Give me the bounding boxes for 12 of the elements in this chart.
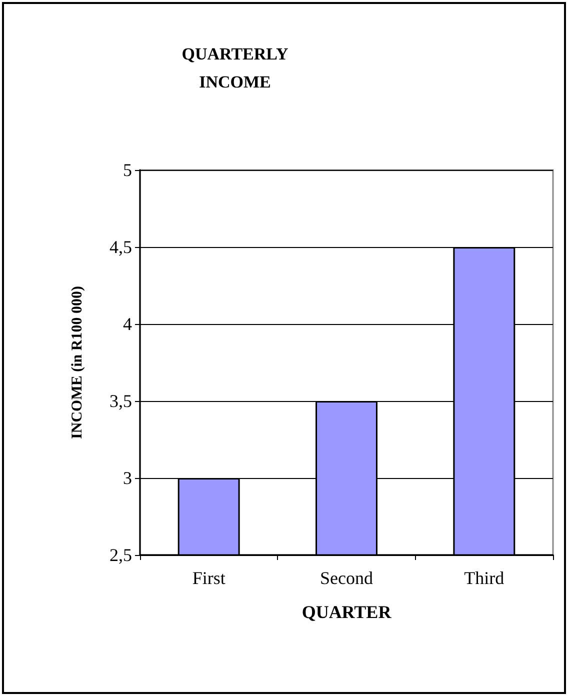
chart-title: QUARTERLY INCOME [182, 44, 288, 92]
y-axis-title: INCOME (in R100 000) [70, 286, 86, 439]
x-tick-label: First [192, 568, 226, 588]
x-tick-label: Second [320, 568, 373, 588]
y-tick-label: 5 [123, 160, 132, 180]
y-tick-label: 2,5 [110, 545, 132, 565]
x-tick-label: Third [464, 568, 504, 588]
y-tick-label: 3 [123, 468, 132, 488]
y-tick-label: 3,5 [110, 391, 132, 411]
x-axis-title: QUARTER [302, 602, 392, 622]
y-tick-label: 4,5 [110, 237, 132, 257]
y-tick-label: 4 [123, 314, 132, 334]
